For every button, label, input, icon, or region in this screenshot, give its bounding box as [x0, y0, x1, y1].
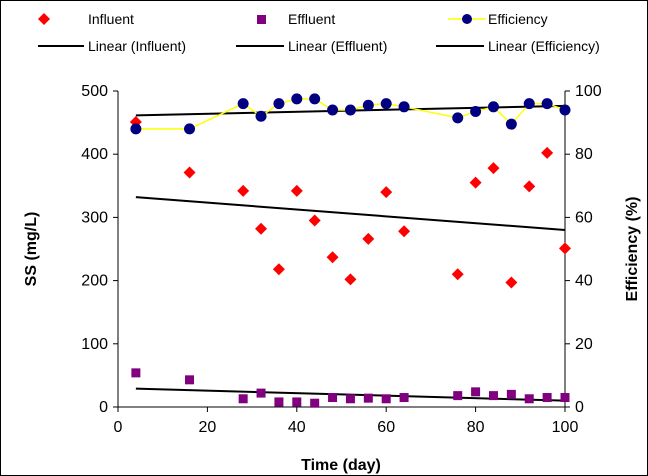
effluent-point	[488, 391, 498, 401]
efficiency-point	[470, 106, 482, 118]
effluent-point	[131, 368, 141, 378]
influent-point	[290, 184, 303, 197]
effluent-point	[256, 388, 266, 398]
efficiency-point	[309, 93, 321, 105]
influent-point	[541, 146, 554, 159]
legend-efficiency-marker	[462, 14, 472, 24]
y2-tick-label: 80	[575, 146, 593, 163]
y-tick-label: 200	[81, 273, 108, 290]
effluent-point	[542, 393, 552, 403]
x-tick-label: 80	[467, 419, 485, 436]
efficiency-point	[291, 93, 303, 105]
x-tick-label: 100	[552, 419, 579, 436]
influent-point	[380, 186, 393, 199]
influent-point	[398, 225, 411, 238]
influent-point	[344, 273, 357, 286]
y2-tick-label: 60	[575, 209, 593, 226]
effluent-point	[345, 394, 355, 404]
ticks: 0 20 40 60 80 100 0 100 200 300 400 500 0 20 40 60 80 100	[81, 83, 602, 436]
trendlines	[135, 104, 566, 402]
y2-tick-label: 40	[575, 273, 593, 290]
legend-influent-marker	[38, 13, 50, 25]
efficiency-point	[559, 104, 571, 116]
y-axis-title: SS (mg/L)	[23, 212, 40, 287]
efficiency-point	[541, 98, 553, 110]
effluent-point	[310, 398, 320, 408]
y2-tick-label: 100	[575, 83, 602, 100]
influent-point	[469, 176, 482, 189]
efficiency-point	[255, 110, 267, 122]
legend-efficiency-label: Efficiency	[488, 11, 548, 27]
legend-effluent-label: Effluent	[288, 11, 335, 27]
x-tick-label: 0	[114, 419, 123, 436]
effluent-point	[560, 393, 570, 403]
effluent-point	[363, 393, 373, 403]
legend-linear-influent-label: Linear (Influent)	[88, 38, 186, 54]
efficiency-point	[487, 101, 499, 113]
y-tick-label: 0	[99, 399, 108, 416]
influent-point	[237, 184, 250, 197]
efficiency-point	[398, 101, 410, 113]
efficiency-point	[184, 123, 196, 135]
legend-influent-label: Influent	[88, 11, 134, 27]
y-tick-label: 400	[81, 146, 108, 163]
efficiency-point	[523, 98, 535, 110]
influent-point	[183, 166, 196, 179]
effluent-point	[185, 375, 195, 385]
legend-linear-efficiency-label: Linear (Efficiency)	[488, 38, 600, 54]
efficiency-point	[380, 98, 392, 110]
efficiency-point	[505, 118, 517, 130]
effluent-point	[506, 389, 516, 399]
y2-axis-title: Efficiency (%)	[624, 197, 641, 302]
efficiency-point	[130, 123, 142, 135]
legend: Influent Effluent Efficiency Linear (Inf…	[38, 11, 600, 54]
influent-point	[523, 180, 536, 193]
x-tick-label: 20	[199, 419, 217, 436]
effluent-point	[328, 393, 338, 403]
effluent-point	[274, 397, 284, 407]
effluent-point	[292, 397, 302, 407]
effluent-point	[471, 387, 481, 397]
legend-linear-effluent-label: Linear (Effluent)	[288, 38, 387, 54]
effluent-point	[524, 394, 534, 404]
efficiency-point	[237, 98, 249, 110]
legend-effluent-marker	[257, 15, 266, 24]
influent-point	[326, 251, 339, 264]
data-marks	[129, 93, 571, 408]
trendline-linear-influent	[135, 196, 566, 232]
y2-tick-label: 20	[575, 336, 593, 353]
x-axis-title: Time (day)	[301, 457, 381, 474]
influent-point	[272, 263, 285, 276]
efficiency-point	[327, 104, 339, 116]
influent-point	[255, 222, 268, 235]
y-tick-label: 500	[81, 83, 108, 100]
y-tick-label: 300	[81, 209, 108, 226]
influent-point	[559, 242, 571, 255]
efficiency-point	[452, 112, 464, 124]
x-tick-label: 60	[377, 419, 395, 436]
effluent-point	[453, 391, 463, 401]
efficiency-point	[362, 99, 374, 111]
effluent-point	[381, 394, 391, 404]
influent-point	[308, 214, 321, 227]
efficiency-point	[344, 104, 356, 116]
influent-point	[505, 276, 518, 289]
effluent-point	[238, 394, 248, 404]
y-tick-label: 100	[81, 336, 108, 353]
axes	[117, 91, 566, 408]
x-tick-label: 40	[288, 419, 306, 436]
influent-point	[362, 232, 375, 245]
influent-point	[487, 162, 500, 175]
influent-point	[451, 268, 464, 281]
y2-tick-label: 0	[575, 399, 584, 416]
efficiency-point	[273, 98, 285, 110]
effluent-point	[399, 393, 409, 403]
